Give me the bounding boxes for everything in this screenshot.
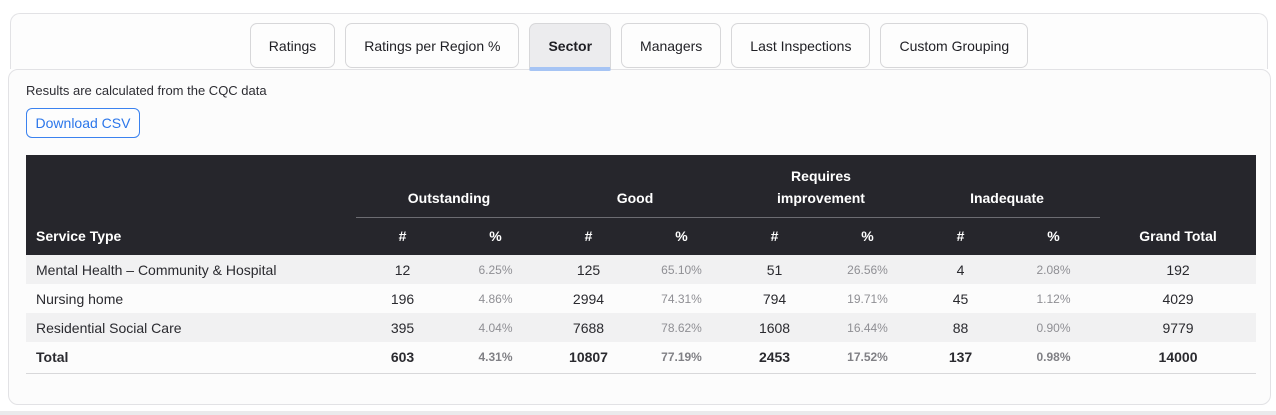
count-column-header: # [356, 217, 449, 255]
group-header-row: Service Type Outstanding Good Requires i… [26, 155, 1257, 255]
count-column-header: # [728, 217, 822, 255]
percent-cell: 19.71% [847, 291, 888, 306]
tab-managers[interactable]: Managers [621, 23, 722, 68]
count-cell: 4 [956, 261, 965, 278]
table-body: Mental Health – Community & Hospital 12 … [26, 255, 1257, 374]
sub-header-row: # % # % # % # % [26, 217, 1256, 255]
tab-ratings-per-region[interactable]: Ratings per Region % [345, 23, 520, 68]
percent-cell: 4.31% [449, 342, 542, 374]
table-row-total: Total 603 4.31% 10807 77.19% 2453 17.52%… [26, 342, 1257, 374]
page-bottom-edge [0, 411, 1276, 415]
count-cell: 125 [576, 261, 601, 278]
table-header: Service Type Outstanding Good Requires i… [26, 155, 1257, 255]
percent-column-header: % [1007, 217, 1101, 255]
percent-column-header: % [449, 217, 542, 255]
count-cell: 196 [390, 290, 415, 307]
group-header-good: Good [542, 155, 729, 218]
count-cell: 2994 [572, 290, 605, 307]
count-column-header: # [542, 217, 635, 255]
percent-cell: 17.52% [821, 342, 915, 374]
count-cell: 12 [394, 261, 411, 278]
count-cell: 395 [390, 319, 415, 336]
count-cell: 137 [914, 342, 1008, 374]
service-type-column-header: Service Type [26, 155, 356, 255]
count-cell: 10807 [542, 342, 635, 374]
percent-cell: 1.12% [1036, 291, 1071, 306]
count-cell: 45 [952, 290, 969, 307]
tab-sector[interactable]: Sector [529, 23, 612, 71]
count-cell: 88 [952, 319, 969, 336]
percent-cell: 78.62% [661, 320, 702, 335]
count-cell: 1608 [758, 319, 791, 336]
percent-cell: 26.56% [847, 262, 888, 277]
tab-last-inspections[interactable]: Last Inspections [731, 23, 871, 68]
service-type-cell: Residential Social Care [36, 319, 182, 336]
service-type-cell: Nursing home [36, 290, 124, 307]
results-panel: Results are calculated from the CQC data… [8, 69, 1271, 405]
count-cell: 2453 [728, 342, 822, 374]
percent-cell: 4.86% [478, 291, 513, 306]
sector-results-table: Service Type Outstanding Good Requires i… [26, 155, 1257, 374]
percent-cell: 77.19% [635, 342, 729, 374]
tab-bar: Ratings Ratings per Region % Sector Mana… [10, 13, 1268, 71]
grand-total-cell: 4029 [1162, 290, 1194, 307]
percent-cell: 74.31% [661, 291, 702, 306]
percent-cell: 6.25% [478, 262, 513, 277]
tab-ratings[interactable]: Ratings [249, 23, 336, 68]
percent-column-header: % [821, 217, 915, 255]
count-cell: 7688 [572, 319, 605, 336]
table-row-nursing-home: Nursing home 196 4.86% 2994 74.31% 794 1… [26, 284, 1256, 313]
group-header-requires-improvement: Requires improvement [728, 155, 915, 218]
percent-cell: 4.04% [478, 320, 513, 335]
grand-total-cell: 14000 [1100, 342, 1257, 374]
percent-cell: 65.10% [661, 262, 702, 277]
group-header-inadequate: Inadequate [914, 155, 1101, 218]
count-cell: 794 [762, 290, 787, 307]
group-header-outstanding: Outstanding [356, 155, 542, 218]
table-row-residential-social-care: Residential Social Care 395 4.04% 7688 7… [26, 313, 1257, 342]
tab-custom-grouping[interactable]: Custom Grouping [880, 23, 1029, 68]
total-label-cell: Total [26, 342, 356, 374]
download-csv-button[interactable]: Download CSV [26, 108, 140, 138]
table-row-mental-health: Mental Health – Community & Hospital 12 … [26, 255, 1257, 284]
percent-cell: 0.90% [1036, 320, 1071, 335]
count-column-header: # [914, 217, 1008, 255]
percent-column-header: % [635, 217, 729, 255]
percent-cell: 16.44% [847, 320, 888, 335]
percent-cell: 0.98% [1007, 342, 1101, 374]
count-cell: 51 [766, 261, 783, 278]
grand-total-column-header: Grand Total [1100, 155, 1257, 255]
grand-total-cell: 9779 [1162, 319, 1194, 336]
service-type-cell: Mental Health – Community & Hospital [36, 261, 277, 278]
grand-total-cell: 192 [1166, 261, 1190, 278]
results-note: Results are calculated from the CQC data [26, 83, 267, 98]
count-cell: 603 [356, 342, 449, 374]
percent-cell: 2.08% [1036, 262, 1071, 277]
